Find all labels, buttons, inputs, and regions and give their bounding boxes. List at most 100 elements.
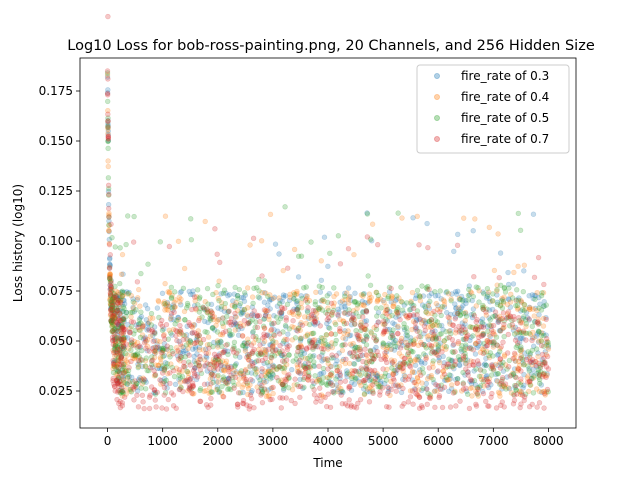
data-point — [513, 374, 519, 381]
data-point — [251, 346, 257, 353]
data-point — [489, 306, 496, 313]
data-point — [435, 368, 441, 374]
data-point — [424, 334, 431, 340]
data-point — [221, 308, 228, 315]
data-point — [130, 296, 136, 302]
data-point — [105, 118, 111, 124]
data-point — [374, 373, 380, 380]
data-point — [264, 351, 270, 357]
data-point — [333, 361, 339, 368]
x-tick-label: 7000 — [478, 434, 509, 448]
data-point — [251, 312, 257, 319]
data-point — [119, 335, 125, 342]
data-point — [120, 345, 126, 352]
data-point — [511, 366, 518, 372]
data-point — [280, 294, 287, 301]
data-point — [380, 297, 386, 304]
data-point — [448, 298, 454, 304]
data-point — [340, 335, 346, 341]
data-point — [125, 290, 132, 297]
data-point — [115, 309, 121, 316]
data-point — [240, 310, 246, 316]
data-point — [227, 332, 233, 338]
data-point — [344, 370, 351, 376]
data-point — [310, 320, 316, 326]
data-point — [463, 344, 469, 350]
data-point — [441, 304, 448, 310]
data-point — [335, 233, 342, 239]
data-point — [125, 321, 131, 328]
data-point — [432, 293, 439, 299]
data-point — [230, 298, 236, 304]
data-point — [364, 389, 370, 395]
data-point — [460, 355, 467, 361]
data-point — [204, 381, 211, 387]
data-point — [112, 315, 119, 322]
data-point — [390, 340, 396, 346]
data-point — [202, 318, 208, 325]
data-point — [403, 336, 409, 342]
data-point — [337, 299, 343, 305]
data-point — [357, 348, 364, 355]
data-point — [119, 293, 125, 299]
data-point — [365, 273, 371, 279]
data-point — [148, 358, 155, 364]
data-point — [456, 297, 463, 303]
data-point — [356, 378, 362, 384]
data-point — [320, 356, 327, 363]
data-point — [357, 346, 363, 352]
data-point — [109, 334, 116, 341]
data-point — [312, 315, 318, 322]
data-point — [227, 319, 234, 325]
data-point — [497, 365, 504, 371]
data-point — [399, 299, 405, 305]
data-point — [221, 349, 227, 356]
data-point — [412, 320, 418, 326]
data-point — [282, 322, 289, 329]
data-point — [422, 327, 428, 334]
data-point — [449, 357, 455, 363]
data-point — [262, 355, 269, 361]
data-point — [211, 339, 217, 346]
data-point — [388, 299, 394, 305]
data-point — [106, 236, 112, 243]
data-point — [447, 327, 453, 334]
data-point — [105, 158, 111, 164]
data-point — [316, 375, 322, 382]
data-point — [222, 347, 228, 354]
data-point — [393, 382, 399, 388]
data-point — [205, 334, 212, 340]
data-point — [108, 293, 114, 299]
data-point — [108, 284, 114, 291]
data-point — [192, 365, 198, 371]
data-point — [514, 287, 520, 293]
data-point — [121, 301, 128, 307]
data-point — [464, 357, 471, 363]
data-point — [483, 362, 489, 369]
data-point — [366, 358, 373, 365]
data-point — [336, 350, 342, 356]
data-point — [109, 310, 115, 316]
data-point — [371, 347, 377, 353]
data-point — [245, 351, 251, 358]
data-point — [427, 298, 433, 305]
data-point — [138, 357, 144, 363]
data-point — [452, 289, 459, 295]
data-point — [398, 338, 404, 344]
data-point — [471, 368, 477, 374]
data-point — [517, 335, 524, 342]
data-point — [190, 367, 197, 374]
data-point — [360, 386, 367, 392]
data-point — [140, 336, 147, 342]
data-point — [333, 321, 339, 328]
data-point — [532, 358, 538, 365]
data-point — [224, 379, 230, 386]
data-point — [382, 370, 389, 377]
data-point — [395, 310, 402, 316]
data-point — [112, 244, 118, 250]
data-point — [342, 378, 349, 384]
data-point — [232, 302, 238, 308]
data-point — [426, 293, 432, 299]
data-point — [206, 345, 212, 351]
data-point — [434, 369, 441, 375]
